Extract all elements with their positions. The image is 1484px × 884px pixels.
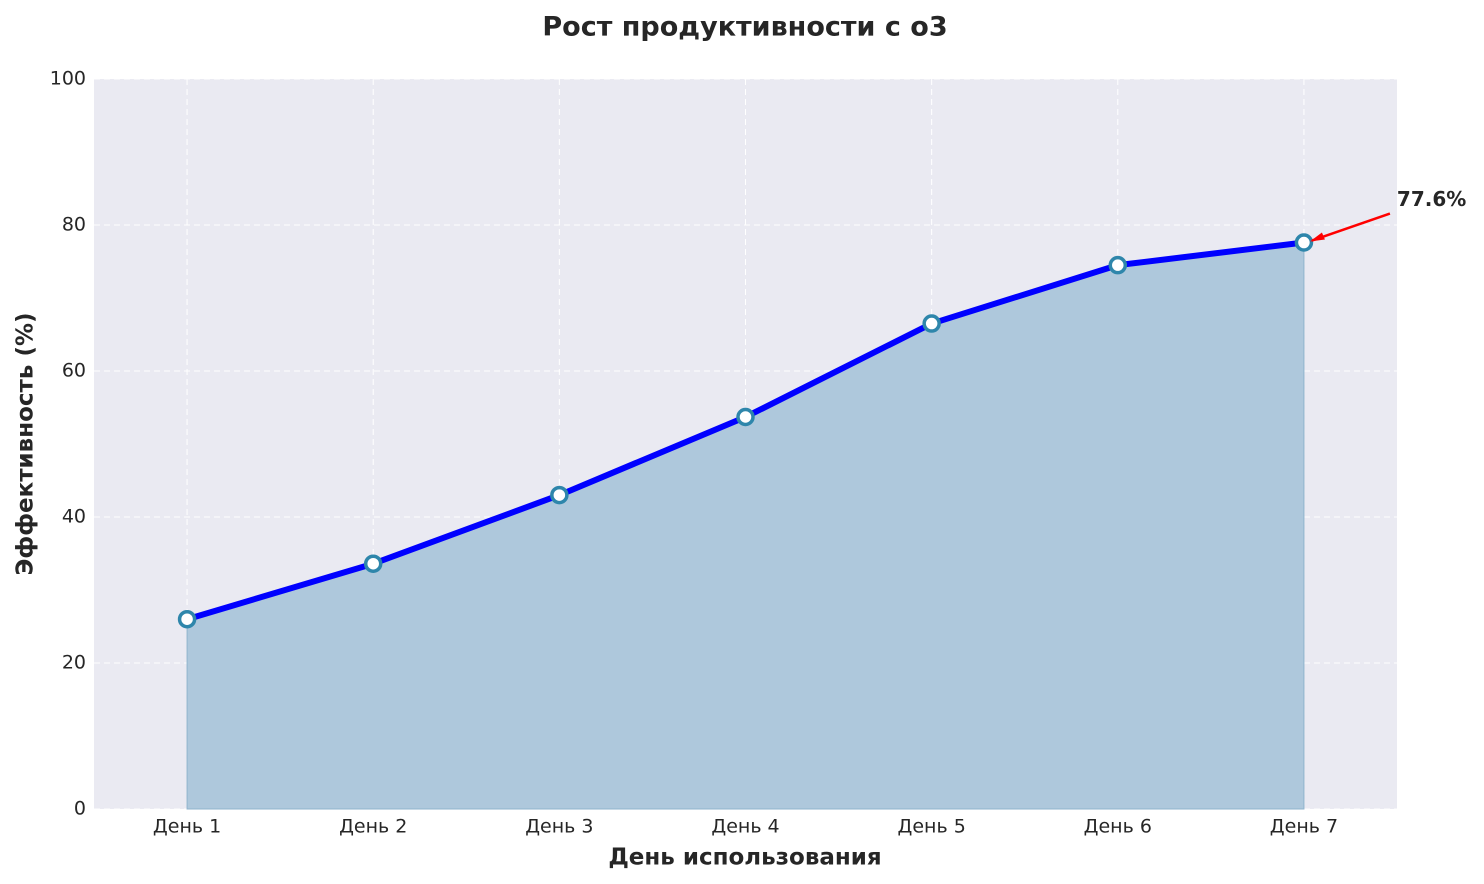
point <box>1294 233 1314 252</box>
x-tick-label: День 4 <box>711 816 779 838</box>
x-tick-label: День 6 <box>1084 816 1152 838</box>
point <box>363 554 383 573</box>
point <box>922 314 941 333</box>
x-tick-label: День 1 <box>153 816 221 838</box>
y-axis-label: Эффективность (%) <box>13 312 39 575</box>
x-tick-label: День 3 <box>525 816 593 838</box>
chart-title: Рост продуктивности с o3 <box>542 12 947 43</box>
point <box>1108 255 1128 275</box>
x-tick-label: День 2 <box>339 816 407 838</box>
y-tick-label: 40 <box>62 506 86 528</box>
x-axis-label: День использования <box>608 845 881 871</box>
point <box>736 407 755 427</box>
y-tick-label: 20 <box>62 652 86 674</box>
y-tick-label: 100 <box>50 68 86 90</box>
y-tick-label: 60 <box>62 360 86 382</box>
point <box>550 485 569 505</box>
y-tick-label: 0 <box>74 798 86 820</box>
y-tick-label: 80 <box>62 214 86 236</box>
annotation: 77.6% <box>1397 187 1466 211</box>
annotation-arrowhead <box>1309 232 1325 242</box>
point <box>177 609 197 629</box>
marks: 77.6% <box>177 187 1466 810</box>
x-tick-label: День 7 <box>1270 816 1338 838</box>
x-tick-label: День 5 <box>898 816 966 838</box>
annotation-arrow <box>1311 212 1391 242</box>
